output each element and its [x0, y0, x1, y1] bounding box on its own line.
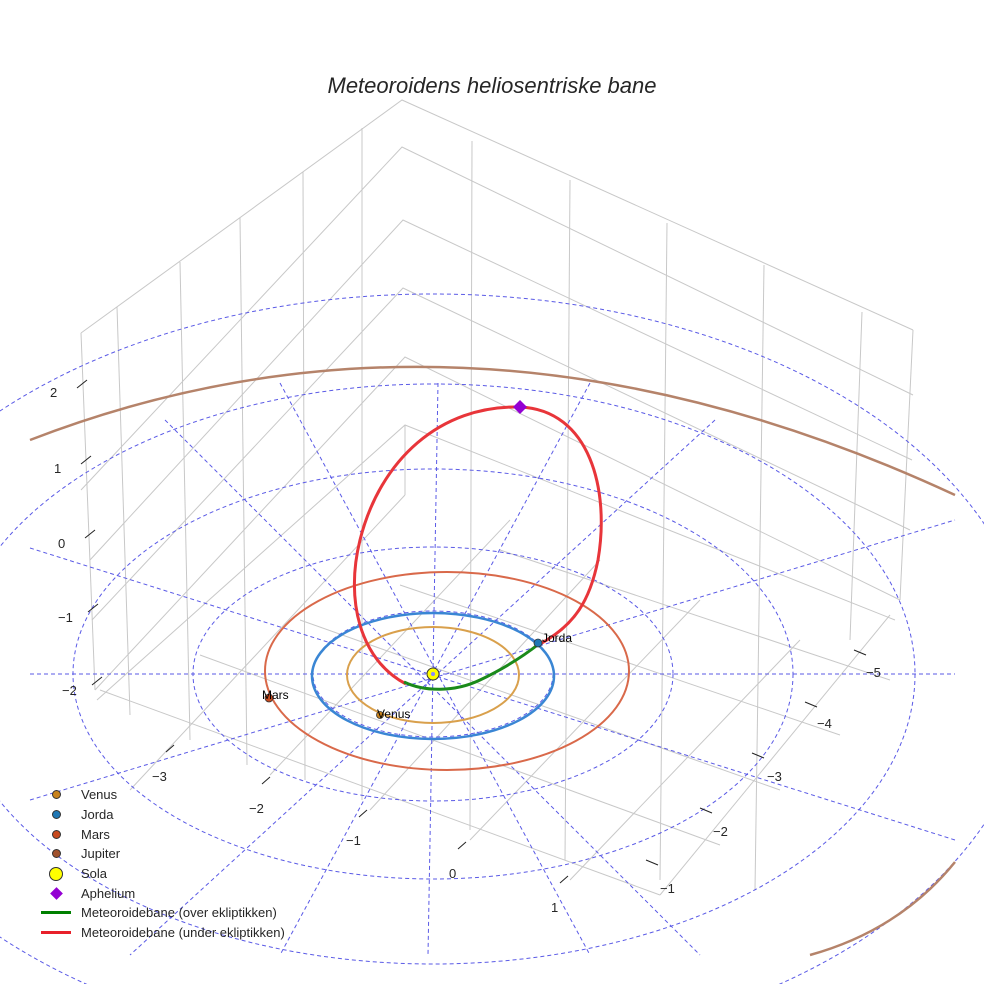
venus-label: Venus [377, 707, 410, 721]
legend-item-orbit-over[interactable]: Meteoroidebane (over ekliptikken) [36, 903, 285, 923]
aphelion-marker [513, 400, 527, 414]
green-line-icon [41, 911, 71, 915]
mars-orbit [264, 571, 630, 771]
y-tick: −4 [817, 716, 832, 731]
legend-item-jorda[interactable]: Jorda [36, 805, 285, 825]
meteoroid-orbit-under [352, 405, 603, 686]
y-tick: −1 [660, 881, 675, 896]
polar-grid [0, 293, 984, 984]
venus-orbit [346, 626, 520, 724]
venus-dot-icon [51, 790, 61, 800]
z-tick: 0 [58, 536, 65, 551]
z-tick: 1 [54, 461, 61, 476]
x-tick: −3 [152, 769, 167, 784]
venus-marker [376, 711, 384, 719]
jorda-label: Jorda [542, 631, 572, 645]
mars-dot-icon [51, 829, 61, 839]
legend-item-aphelium[interactable]: Aphelium [36, 883, 285, 903]
chart-title: Meteoroidens heliosentriske bane [327, 73, 657, 98]
legend-item-mars[interactable]: Mars [36, 824, 285, 844]
z-tick: −1 [58, 610, 73, 625]
sun-dot-icon [49, 866, 63, 881]
y-tick: −2 [713, 824, 728, 839]
y-tick: −5 [866, 665, 881, 680]
red-line-icon [41, 931, 71, 935]
x-tick: −1 [346, 833, 361, 848]
x-tick: 1 [551, 900, 558, 915]
meteoroid-orbit-over [403, 641, 541, 691]
diamond-icon [49, 886, 63, 900]
mars-marker [264, 693, 274, 703]
legend-item-orbit-under[interactable]: Meteoroidebane (under ekliptikken) [36, 923, 285, 943]
legend-item-venus[interactable]: Venus [36, 785, 285, 805]
x-tick: 0 [449, 866, 456, 881]
axis-box-grid [80, 99, 914, 896]
jupiter-dot-icon [51, 849, 61, 859]
x-tick: −2 [249, 801, 264, 816]
earth-marker [533, 638, 543, 648]
earth-orbit [310, 611, 556, 741]
z-tick: 2 [50, 385, 57, 400]
jorda-dot-icon [51, 810, 61, 820]
y-tick: −3 [767, 769, 782, 784]
legend-item-sola[interactable]: Sola [36, 864, 285, 884]
jupiter-orbit [29, 365, 956, 497]
legend: Venus Jorda Mars Jupiter Sola Aphelium M… [36, 785, 285, 943]
legend-item-jupiter[interactable]: Jupiter [36, 844, 285, 864]
z-tick: −2 [62, 683, 77, 698]
mars-label: Mars [262, 688, 289, 702]
